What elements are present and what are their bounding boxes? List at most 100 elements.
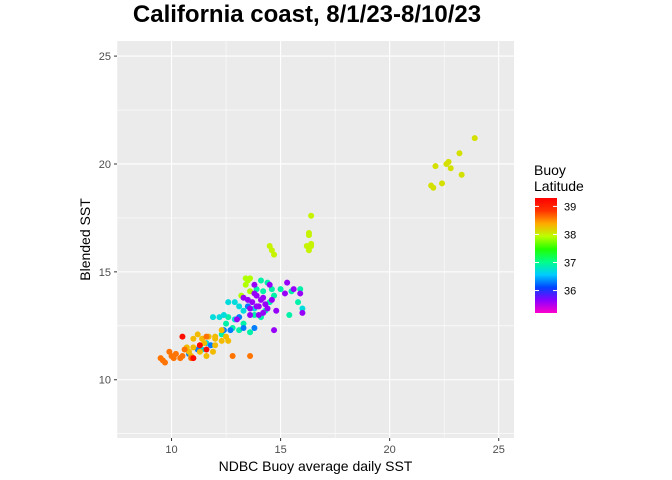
- chart-title: California coast, 8/1/23-8/10/23: [133, 1, 481, 28]
- data-point-90: [251, 281, 258, 288]
- data-point-61: [227, 327, 234, 334]
- data-point-10: [308, 212, 315, 219]
- data-point-52: [216, 314, 223, 321]
- data-point-15: [308, 242, 315, 249]
- data-point-86: [281, 290, 288, 297]
- data-point-67: [251, 324, 258, 331]
- data-point-42: [247, 329, 254, 336]
- y-axis-ticks: 10 15 20 25: [99, 51, 117, 387]
- x-axis-title: NDBC Buoy average daily SST: [219, 458, 413, 474]
- legend-title-line-2: Latitude: [534, 178, 584, 194]
- data-point-132: [203, 346, 210, 353]
- data-point-130: [190, 355, 197, 362]
- data-point-23: [242, 281, 249, 288]
- data-point-80: [240, 294, 247, 301]
- data-point-105: [212, 342, 219, 349]
- data-point-113: [212, 335, 219, 342]
- legend-tick-label-2: 38: [564, 229, 576, 241]
- data-points: [157, 135, 478, 366]
- y-tick-label-3: 25: [99, 51, 111, 63]
- minor-gridlines: [116, 41, 514, 438]
- data-point-19: [271, 251, 278, 258]
- data-point-63: [240, 324, 247, 331]
- data-point-104: [196, 348, 203, 355]
- data-point-50: [240, 307, 247, 314]
- y-axis-title: Blended SST: [77, 198, 93, 281]
- data-point-64: [207, 342, 214, 349]
- data-point-1: [430, 184, 437, 191]
- data-point-22: [247, 275, 254, 282]
- data-point-40: [286, 312, 293, 319]
- legend-title-line-1: Buoy: [534, 162, 566, 178]
- data-point-125: [168, 353, 175, 360]
- data-point-5: [445, 158, 452, 165]
- data-point-76: [264, 305, 271, 312]
- data-point-39: [295, 299, 302, 306]
- plot-panel: [117, 41, 514, 438]
- data-point-112: [225, 337, 232, 344]
- data-point-2: [432, 163, 439, 170]
- data-point-49: [236, 303, 243, 310]
- x-axis-ticks: 10 15 20 25: [165, 438, 505, 456]
- x-tick-label-2: 20: [384, 444, 396, 456]
- data-point-6: [447, 165, 454, 172]
- legend-ticks: 36 37 38 39: [535, 201, 576, 298]
- data-point-41: [240, 320, 247, 327]
- data-point-45: [223, 320, 230, 327]
- data-point-91: [271, 327, 278, 334]
- data-point-98: [190, 335, 197, 342]
- data-point-36: [277, 286, 284, 293]
- data-point-16: [305, 230, 312, 237]
- y-tick-label-2: 20: [99, 159, 111, 171]
- data-point-101: [190, 344, 197, 351]
- data-point-108: [203, 353, 210, 360]
- data-point-85: [297, 290, 304, 297]
- data-point-129: [179, 333, 186, 340]
- y-tick-label-0: 10: [99, 375, 111, 387]
- data-point-8: [458, 171, 465, 178]
- data-point-7: [456, 150, 463, 157]
- data-point-9: [471, 135, 478, 142]
- data-point-122: [181, 346, 188, 353]
- data-point-87: [299, 309, 306, 316]
- legend-tick-label-0: 36: [564, 286, 576, 298]
- data-point-3: [439, 180, 446, 187]
- data-point-83: [284, 279, 291, 286]
- data-point-53: [209, 314, 216, 321]
- major-gridlines: [117, 41, 514, 438]
- data-point-82: [268, 296, 275, 303]
- data-point-34: [251, 312, 258, 319]
- data-point-38: [297, 286, 304, 293]
- x-tick-label-3: 25: [493, 444, 505, 456]
- x-tick-label-0: 10: [165, 444, 177, 456]
- data-point-78: [251, 290, 258, 297]
- data-point-54: [225, 299, 232, 306]
- legend-tick-label-1: 37: [564, 258, 576, 270]
- data-point-124: [179, 353, 186, 360]
- color-legend: Buoy Latitude 36 37 38 39: [534, 162, 584, 313]
- legend-colorbar: [535, 198, 557, 313]
- data-point-126: [229, 353, 236, 360]
- data-point-84: [290, 286, 297, 293]
- data-point-89: [266, 281, 273, 288]
- data-point-131: [196, 342, 203, 349]
- data-point-81: [253, 303, 260, 310]
- y-tick-label-1: 15: [99, 267, 111, 279]
- data-point-57: [299, 305, 306, 312]
- data-point-92: [233, 316, 240, 323]
- data-point-93: [260, 309, 267, 316]
- data-point-94: [247, 312, 254, 319]
- data-point-88: [273, 307, 280, 314]
- data-point-106: [218, 337, 225, 344]
- data-point-26: [257, 277, 264, 284]
- data-point-79: [257, 296, 264, 303]
- legend-tick-label-3: 39: [564, 201, 576, 213]
- data-point-117: [161, 359, 168, 366]
- data-point-127: [247, 353, 254, 360]
- x-tick-label-1: 15: [274, 444, 286, 456]
- data-point-116: [157, 355, 164, 362]
- data-point-114: [218, 327, 225, 334]
- data-point-27: [260, 288, 267, 295]
- data-point-72: [247, 305, 254, 312]
